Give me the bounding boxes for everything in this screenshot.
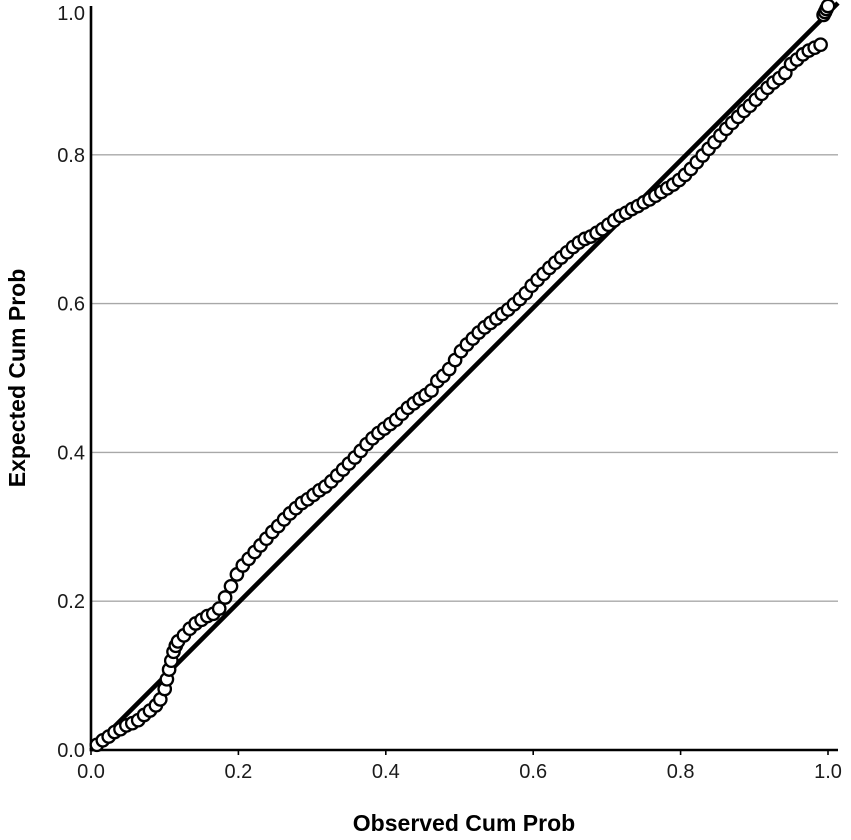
data-point xyxy=(223,578,239,594)
data-point xyxy=(813,37,828,53)
x-tick-label: 0.0 xyxy=(77,761,105,783)
y-tick-label: 0.4 xyxy=(57,442,85,464)
scatter-points xyxy=(89,0,836,753)
axes xyxy=(89,6,838,755)
y-tick-label: 0.2 xyxy=(57,591,85,613)
reference-line xyxy=(89,1,840,752)
data-point xyxy=(211,601,227,616)
tick-labels: 0.0 0.2 0.4 0.6 0.8 1.0 0.0 0.2 0.4 0.6 0.8 1.0 xyxy=(57,3,842,783)
x-tick-label: 1.0 xyxy=(814,761,842,783)
y-tick-label: 1.0 xyxy=(57,3,85,25)
x-tick-label: 0.4 xyxy=(372,761,400,783)
diagonal-reference-line xyxy=(89,1,840,752)
y-axis-title: Expected Cum Prob xyxy=(4,269,30,488)
y-tick-label: 0.6 xyxy=(57,294,85,316)
x-tick-label: 0.8 xyxy=(667,761,695,783)
x-axis-title: Observed Cum Prob xyxy=(353,810,575,836)
data-point xyxy=(217,590,233,605)
y-tick-label: 0.8 xyxy=(57,145,85,167)
x-tick-label: 0.2 xyxy=(224,761,252,783)
y-tick-label: 0.0 xyxy=(57,740,85,762)
x-tick-label: 0.6 xyxy=(519,761,547,783)
data-point xyxy=(820,0,836,14)
gridlines xyxy=(91,154,838,602)
